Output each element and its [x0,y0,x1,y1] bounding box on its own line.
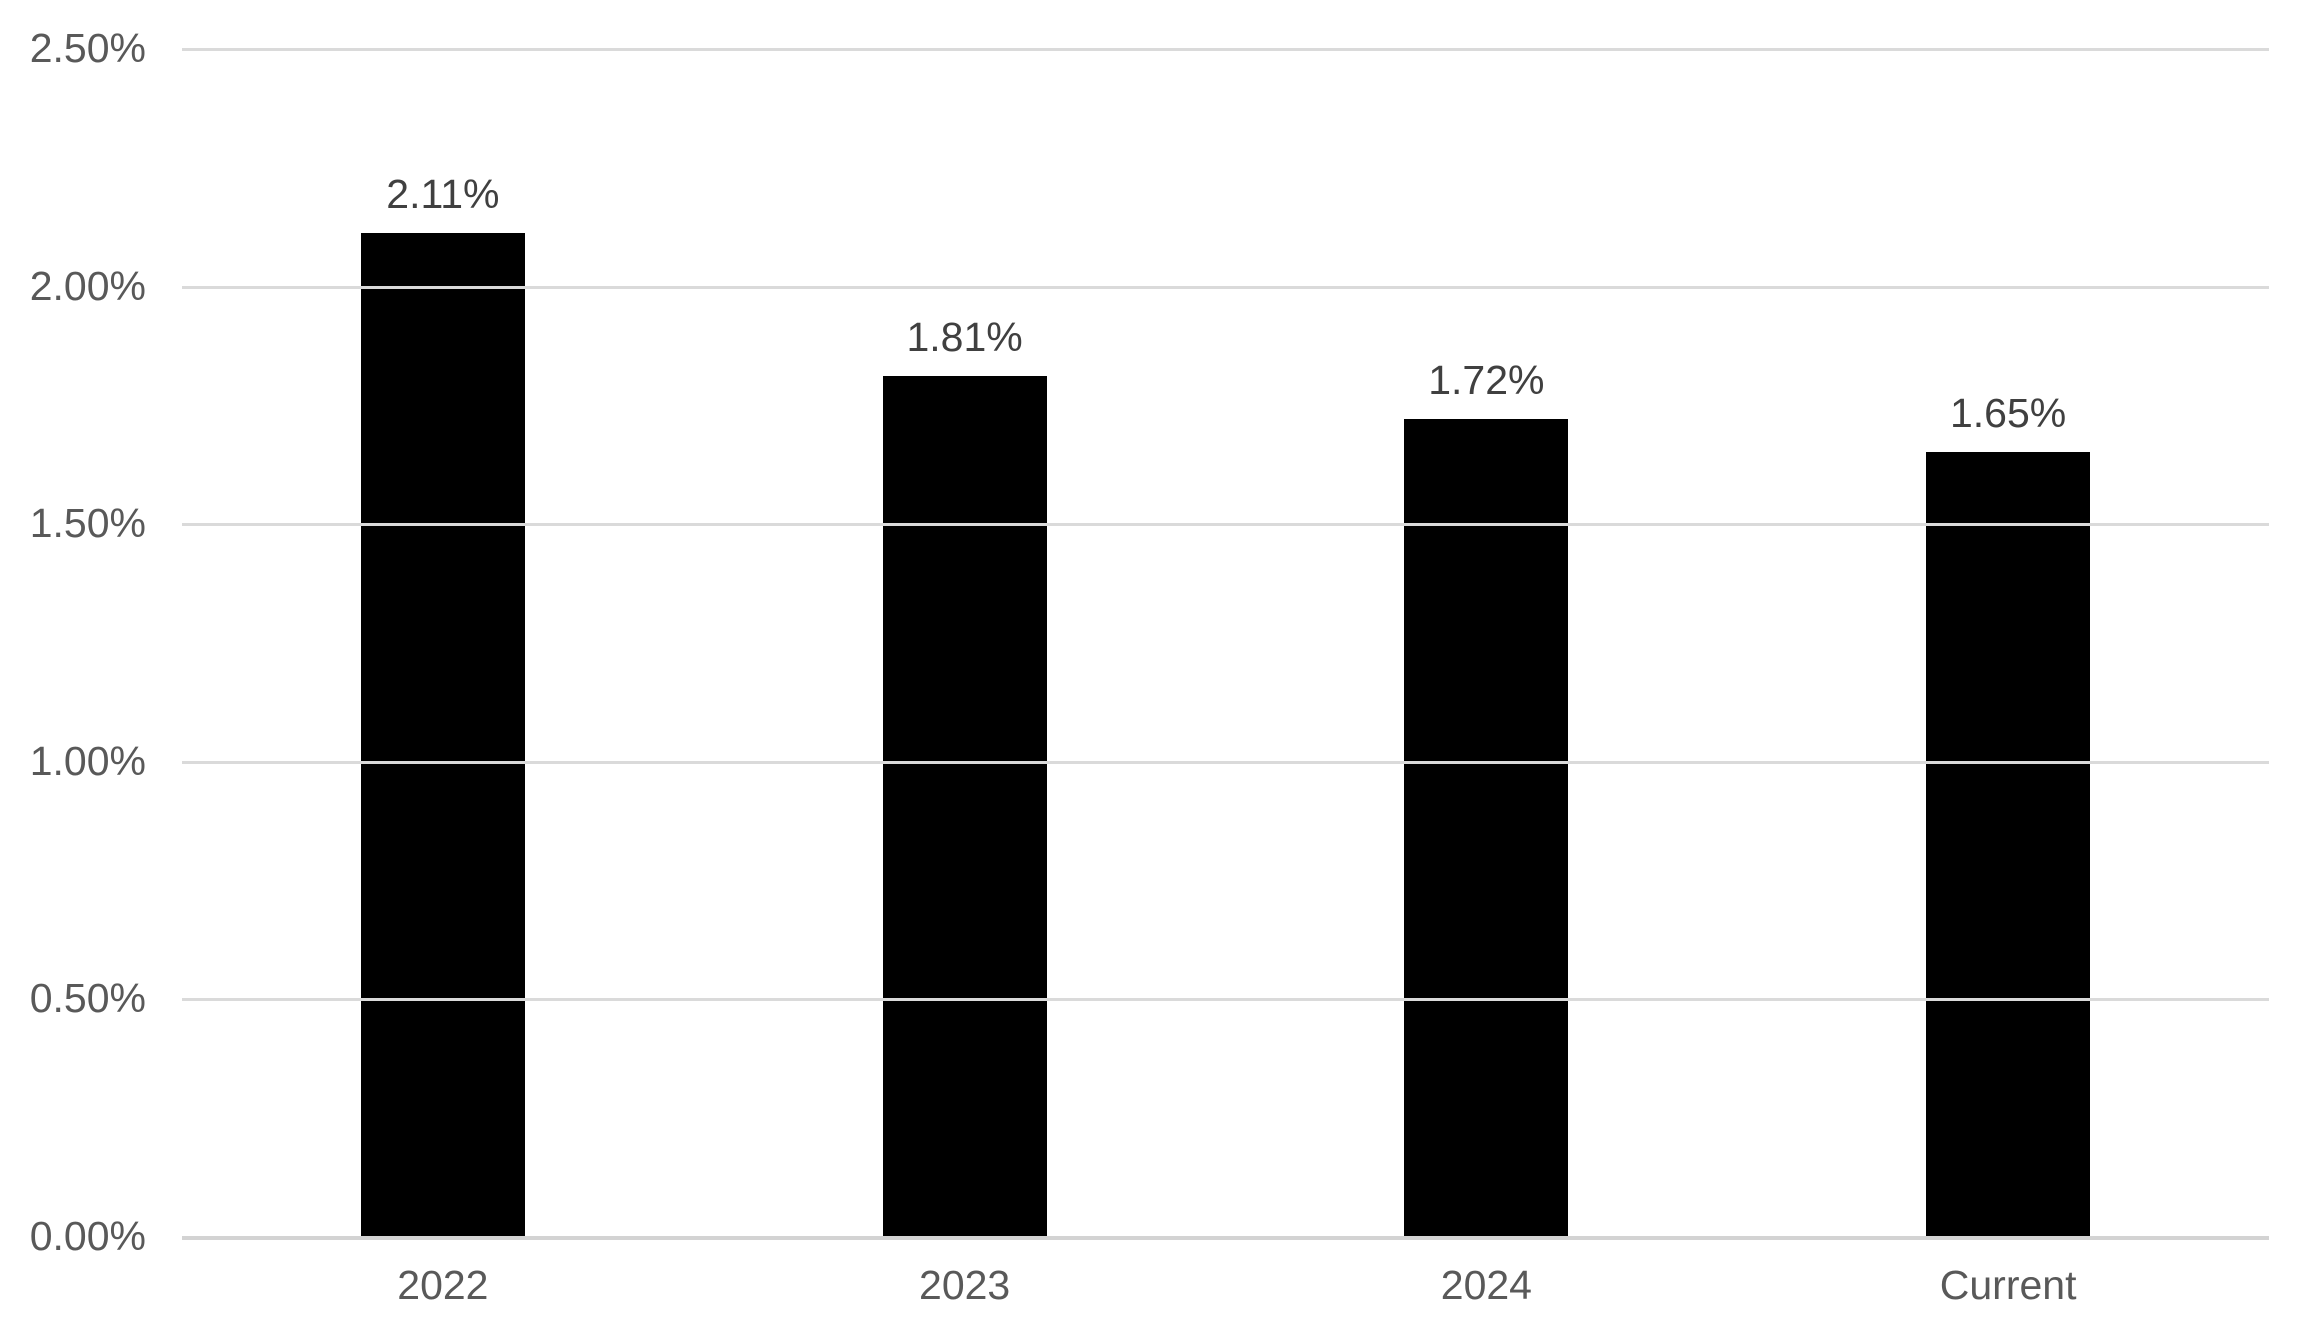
bar-slot: 2.11% [182,48,704,1236]
y-axis-tick-label: 0.00% [29,1213,146,1259]
gridline [182,998,2269,1002]
gridline [182,285,2269,289]
y-axis: 0.00% 0.50% 1.00% 1.50% 2.00% 2.50% [0,25,146,1259]
bar-slot: 1.72% [1226,48,1748,1236]
x-axis-category-label: Current [1939,1262,2077,1308]
bar-2022 [360,233,525,1236]
bar-2023 [882,375,1047,1236]
y-axis-tick-label: 2.00% [29,262,146,309]
gridline [182,48,2269,51]
data-label: 1.72% [1428,356,1545,403]
y-axis-tick-label: 1.00% [29,737,146,784]
x-axis: 2022 2023 2024 Current [182,1261,2269,1309]
bar-slot: 1.65% [1747,48,2269,1236]
data-label: 2.11% [386,171,500,218]
x-axis-line [182,1236,2269,1240]
bar-slot: 1.81% [704,48,1226,1236]
x-axis-category-label: 2022 [397,1262,489,1308]
bar-current [1926,451,2091,1236]
data-label: 1.65% [1949,389,2067,436]
y-axis-tick-label: 1.50% [29,500,146,547]
gridline [182,760,2269,764]
plot-area: 2.11% 1.81% 1.72% 1.65% [182,48,2269,1240]
y-axis-tick-label: 0.50% [29,975,146,1022]
bar-2024 [1404,418,1569,1236]
y-axis-tick-label: 2.50% [29,25,146,71]
gridline [182,523,2269,527]
x-axis-category-label: 2024 [1440,1262,1532,1308]
data-label: 1.81% [906,313,1023,360]
x-axis-category-label: 2023 [919,1262,1011,1308]
bar-series: 2.11% 1.81% 1.72% 1.65% [182,48,2269,1236]
